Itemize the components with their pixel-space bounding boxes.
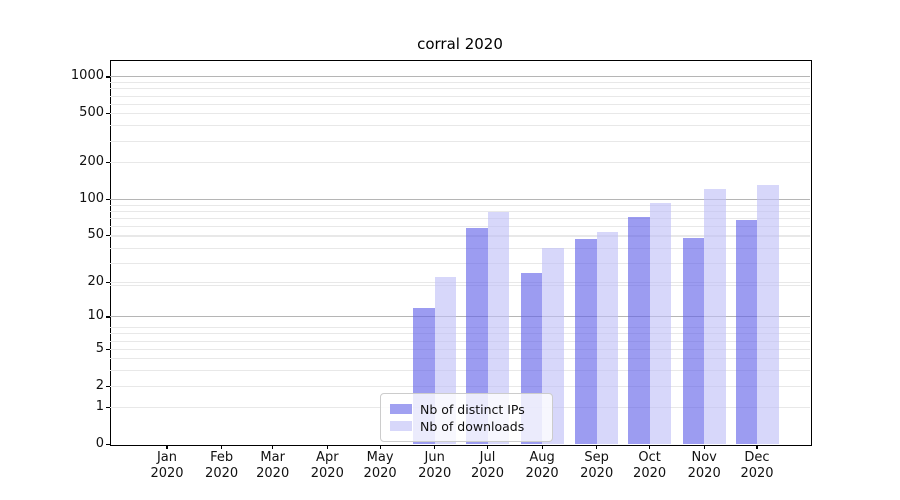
y-tick-500 — [106, 113, 110, 115]
x-tick-label-oct-2020: Oct 2020 — [633, 450, 667, 481]
gridline-8 — [110, 327, 810, 329]
chart-title: corral 2020 — [417, 35, 503, 53]
gridline-5 — [110, 348, 810, 350]
y-tick-50 — [106, 234, 110, 236]
bar-nb-of-distinct-ips-oct-2020 — [628, 216, 650, 444]
bar-nb-of-downloads-oct-2020 — [649, 203, 672, 444]
gridline-79 — [110, 210, 810, 212]
gridline-799 — [110, 88, 810, 90]
y-tick-label-500: 500 — [79, 105, 104, 121]
x-tick-label-jun-2020: Jun 2020 — [418, 450, 452, 481]
x-tick-jan-2020 — [166, 445, 168, 449]
gridline-4 — [110, 358, 810, 360]
gridline-20 — [110, 282, 810, 283]
plot-area — [110, 60, 812, 446]
x-tick-label-may-2020: May 2020 — [363, 450, 397, 481]
x-tick-label-dec-2020: Dec 2020 — [740, 450, 774, 481]
x-tick-label-jan-2020: Jan 2020 — [150, 450, 184, 481]
y-tick-label-1000: 1000 — [70, 68, 104, 84]
gridline-699 — [110, 95, 810, 97]
gridline-899 — [110, 82, 810, 84]
gridline-50 — [110, 234, 810, 236]
y-tick-label-1: 1 — [95, 399, 104, 415]
gridline-100 — [110, 198, 810, 200]
bar-nb-of-distinct-ips-nov-2020 — [682, 238, 705, 444]
y-tick-label-0: 0 — [95, 436, 104, 451]
y-tick-1000 — [106, 76, 110, 78]
bar-nb-of-distinct-ips-jul-2020 — [466, 228, 488, 444]
gridline-49 — [110, 235, 810, 237]
x-tick-may-2020 — [379, 445, 381, 449]
gridline-10 — [110, 316, 810, 318]
x-tick-label-sep-2020: Sep 2020 — [580, 450, 614, 481]
legend-label-downloads: Nb of downloads — [420, 418, 525, 434]
gridline-7 — [110, 333, 810, 335]
x-tick-nov-2020 — [703, 445, 705, 449]
bar-nb-of-distinct-ips-sep-2020 — [575, 239, 597, 444]
y-tick-label-50: 50 — [87, 226, 104, 242]
x-tick-jul-2020 — [486, 445, 489, 449]
x-tick-jun-2020 — [434, 445, 436, 449]
legend-swatch-distinct-ips — [390, 404, 412, 414]
gridline-1000 — [110, 76, 810, 78]
y-tick-20 — [106, 282, 110, 284]
y-tick-100 — [106, 198, 110, 200]
gridline-19 — [110, 284, 810, 286]
bar-nb-of-downloads-sep-2020 — [596, 231, 619, 444]
y-tick-label-10: 10 — [87, 308, 104, 324]
bar-nb-of-downloads-nov-2020 — [704, 188, 726, 444]
gridline-499 — [110, 113, 810, 115]
y-tick-label-20: 20 — [87, 274, 104, 289]
y-tick-label-2: 2 — [95, 377, 104, 393]
x-tick-label-apr-2020: Apr 2020 — [310, 450, 344, 481]
x-tick-label-jul-2020: Jul 2020 — [470, 450, 505, 481]
bar-nb-of-downloads-dec-2020 — [757, 184, 779, 444]
gridline-89 — [110, 204, 810, 206]
gridline-59 — [110, 226, 810, 228]
gridline-6 — [110, 340, 810, 342]
legend-item-distinct-ips: Nb of distinct IPs — [390, 401, 544, 417]
y-tick-1 — [106, 407, 110, 409]
legend-item-downloads: Nb of downloads — [390, 418, 544, 434]
gridline-39 — [110, 247, 810, 249]
x-tick-dec-2020 — [756, 445, 758, 449]
y-tick-label-5: 5 — [95, 340, 104, 356]
gridline-3 — [110, 370, 810, 372]
gridline-299 — [110, 140, 810, 142]
gridline-2 — [110, 385, 810, 387]
y-tick-0 — [106, 444, 110, 446]
gridline-199 — [110, 162, 810, 164]
legend-label-distinct-ips: Nb of distinct IPs — [420, 401, 525, 417]
x-tick-label-nov-2020: Nov 2020 — [687, 450, 721, 481]
x-tick-label-feb-2020: Feb 2020 — [205, 450, 239, 481]
legend: Nb of distinct IPs Nb of downloads — [380, 393, 553, 442]
x-tick-sep-2020 — [596, 445, 598, 449]
gridline-599 — [110, 103, 810, 105]
x-tick-aug-2020 — [541, 445, 543, 449]
y-tick-label-200: 200 — [79, 153, 104, 169]
gridline-399 — [110, 125, 810, 127]
x-tick-mar-2020 — [272, 445, 274, 449]
y-tick-5 — [106, 348, 110, 350]
gridline-29 — [110, 263, 810, 265]
legend-swatch-downloads — [390, 421, 412, 431]
x-tick-apr-2020 — [326, 445, 328, 449]
x-tick-feb-2020 — [221, 445, 223, 449]
bar-nb-of-downloads-jul-2020 — [487, 212, 509, 444]
y-tick-10 — [106, 316, 110, 318]
x-tick-oct-2020 — [649, 445, 651, 449]
y-tick-label-100: 100 — [79, 190, 104, 206]
x-tick-label-aug-2020: Aug 2020 — [525, 450, 559, 481]
bar-nb-of-distinct-ips-dec-2020 — [735, 219, 757, 444]
x-tick-label-mar-2020: Mar 2020 — [256, 450, 290, 481]
y-tick-200 — [106, 161, 110, 164]
y-tick-2 — [106, 385, 110, 387]
gridline-69 — [110, 218, 810, 219]
